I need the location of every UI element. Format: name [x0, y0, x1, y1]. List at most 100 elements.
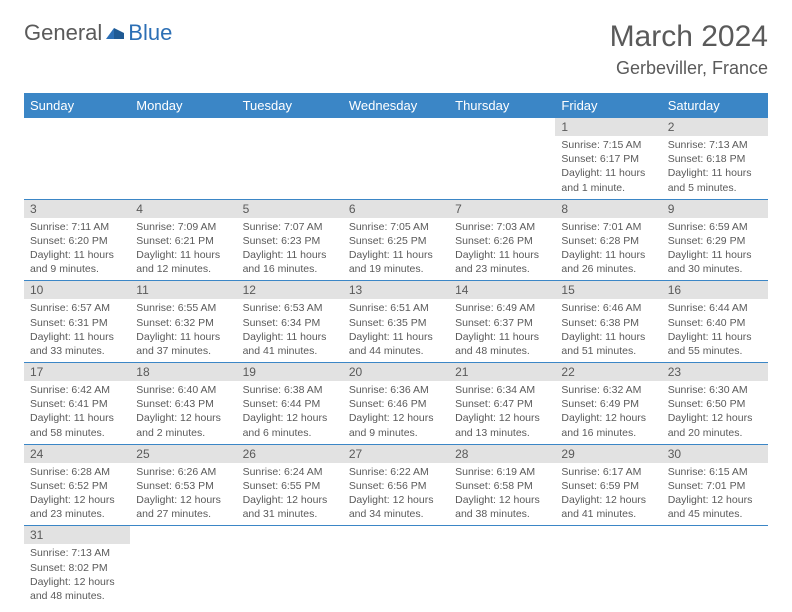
- day-header: Tuesday: [237, 93, 343, 118]
- detail-line: Sunrise: 6:44 AM: [668, 301, 762, 315]
- day-details: Sunrise: 7:09 AMSunset: 6:21 PMDaylight:…: [130, 218, 236, 281]
- detail-line: Sunset: 6:56 PM: [349, 479, 443, 493]
- day-details: Sunrise: 6:28 AMSunset: 6:52 PMDaylight:…: [24, 463, 130, 526]
- detail-line: Daylight: 12 hours: [668, 493, 762, 507]
- day-details: Sunrise: 7:11 AMSunset: 6:20 PMDaylight:…: [24, 218, 130, 281]
- detail-line: Sunrise: 6:40 AM: [136, 383, 230, 397]
- day-number: 30: [662, 445, 768, 463]
- detail-line: Sunset: 6:47 PM: [455, 397, 549, 411]
- day-header: Friday: [555, 93, 661, 118]
- detail-line: and 23 minutes.: [455, 262, 549, 276]
- day-number: 11: [130, 281, 236, 299]
- detail-line: Sunset: 6:50 PM: [668, 397, 762, 411]
- day-number: 5: [237, 200, 343, 218]
- day-details: Sunrise: 6:17 AMSunset: 6:59 PMDaylight:…: [555, 463, 661, 526]
- detail-line: Sunset: 6:35 PM: [349, 316, 443, 330]
- detail-line: Sunset: 6:28 PM: [561, 234, 655, 248]
- calendar-cell: 6Sunrise: 7:05 AMSunset: 6:25 PMDaylight…: [343, 199, 449, 281]
- detail-line: Daylight: 11 hours: [136, 330, 230, 344]
- detail-line: and 12 minutes.: [136, 262, 230, 276]
- day-number: 6: [343, 200, 449, 218]
- calendar-cell: 12Sunrise: 6:53 AMSunset: 6:34 PMDayligh…: [237, 281, 343, 363]
- detail-line: and 41 minutes.: [561, 507, 655, 521]
- day-header: Monday: [130, 93, 236, 118]
- detail-line: Sunset: 6:18 PM: [668, 152, 762, 166]
- detail-line: Sunrise: 6:26 AM: [136, 465, 230, 479]
- day-details: Sunrise: 7:01 AMSunset: 6:28 PMDaylight:…: [555, 218, 661, 281]
- day-number: 4: [130, 200, 236, 218]
- detail-line: and 13 minutes.: [455, 426, 549, 440]
- day-header: Thursday: [449, 93, 555, 118]
- calendar-cell: 23Sunrise: 6:30 AMSunset: 6:50 PMDayligh…: [662, 363, 768, 445]
- detail-line: Sunrise: 6:22 AM: [349, 465, 443, 479]
- day-number: 22: [555, 363, 661, 381]
- day-number: 29: [555, 445, 661, 463]
- detail-line: Daylight: 11 hours: [243, 248, 337, 262]
- detail-line: Sunset: 6:59 PM: [561, 479, 655, 493]
- detail-line: Daylight: 11 hours: [668, 330, 762, 344]
- detail-line: and 20 minutes.: [668, 426, 762, 440]
- calendar-row: 10Sunrise: 6:57 AMSunset: 6:31 PMDayligh…: [24, 281, 768, 363]
- day-details: Sunrise: 6:57 AMSunset: 6:31 PMDaylight:…: [24, 299, 130, 362]
- flag-icon: [104, 24, 126, 42]
- calendar-cell: 1Sunrise: 7:15 AMSunset: 6:17 PMDaylight…: [555, 118, 661, 199]
- detail-line: Daylight: 12 hours: [30, 493, 124, 507]
- calendar-cell: 16Sunrise: 6:44 AMSunset: 6:40 PMDayligh…: [662, 281, 768, 363]
- day-details: Sunrise: 6:46 AMSunset: 6:38 PMDaylight:…: [555, 299, 661, 362]
- calendar-cell: [555, 526, 661, 607]
- detail-line: Sunset: 6:49 PM: [561, 397, 655, 411]
- detail-line: Daylight: 12 hours: [136, 493, 230, 507]
- calendar-cell: 14Sunrise: 6:49 AMSunset: 6:37 PMDayligh…: [449, 281, 555, 363]
- day-number: 24: [24, 445, 130, 463]
- day-details: Sunrise: 7:07 AMSunset: 6:23 PMDaylight:…: [237, 218, 343, 281]
- detail-line: Daylight: 11 hours: [668, 248, 762, 262]
- detail-line: and 30 minutes.: [668, 262, 762, 276]
- day-details: Sunrise: 6:24 AMSunset: 6:55 PMDaylight:…: [237, 463, 343, 526]
- detail-line: Sunrise: 6:34 AM: [455, 383, 549, 397]
- detail-line: Sunset: 6:46 PM: [349, 397, 443, 411]
- detail-line: Sunset: 7:01 PM: [668, 479, 762, 493]
- detail-line: Sunrise: 7:13 AM: [30, 546, 124, 560]
- detail-line: Sunset: 6:23 PM: [243, 234, 337, 248]
- calendar-row: 1Sunrise: 7:15 AMSunset: 6:17 PMDaylight…: [24, 118, 768, 199]
- day-details: Sunrise: 6:49 AMSunset: 6:37 PMDaylight:…: [449, 299, 555, 362]
- day-details: Sunrise: 7:03 AMSunset: 6:26 PMDaylight:…: [449, 218, 555, 281]
- calendar-cell: [343, 118, 449, 199]
- detail-line: Sunset: 6:26 PM: [455, 234, 549, 248]
- detail-line: and 26 minutes.: [561, 262, 655, 276]
- title-block: March 2024 Gerbeviller, France: [610, 20, 768, 79]
- calendar-row: 3Sunrise: 7:11 AMSunset: 6:20 PMDaylight…: [24, 199, 768, 281]
- day-number: 19: [237, 363, 343, 381]
- detail-line: and 1 minute.: [561, 181, 655, 195]
- calendar-cell: 20Sunrise: 6:36 AMSunset: 6:46 PMDayligh…: [343, 363, 449, 445]
- detail-line: Sunrise: 6:15 AM: [668, 465, 762, 479]
- detail-line: Daylight: 12 hours: [136, 411, 230, 425]
- detail-line: Sunrise: 6:24 AM: [243, 465, 337, 479]
- day-number: 10: [24, 281, 130, 299]
- detail-line: and 16 minutes.: [561, 426, 655, 440]
- detail-line: Sunrise: 6:38 AM: [243, 383, 337, 397]
- calendar-cell: 17Sunrise: 6:42 AMSunset: 6:41 PMDayligh…: [24, 363, 130, 445]
- detail-line: Daylight: 11 hours: [136, 248, 230, 262]
- detail-line: Daylight: 12 hours: [668, 411, 762, 425]
- day-number: 15: [555, 281, 661, 299]
- detail-line: Sunrise: 7:09 AM: [136, 220, 230, 234]
- day-number: 3: [24, 200, 130, 218]
- detail-line: Daylight: 11 hours: [243, 330, 337, 344]
- day-details: Sunrise: 6:42 AMSunset: 6:41 PMDaylight:…: [24, 381, 130, 444]
- calendar-row: 24Sunrise: 6:28 AMSunset: 6:52 PMDayligh…: [24, 444, 768, 526]
- calendar-cell: 3Sunrise: 7:11 AMSunset: 6:20 PMDaylight…: [24, 199, 130, 281]
- day-number: 20: [343, 363, 449, 381]
- detail-line: Sunrise: 7:11 AM: [30, 220, 124, 234]
- month-title: March 2024: [610, 20, 768, 54]
- calendar-cell: [130, 526, 236, 607]
- detail-line: and 23 minutes.: [30, 507, 124, 521]
- day-details: Sunrise: 6:32 AMSunset: 6:49 PMDaylight:…: [555, 381, 661, 444]
- day-details: Sunrise: 6:34 AMSunset: 6:47 PMDaylight:…: [449, 381, 555, 444]
- detail-line: Daylight: 12 hours: [243, 493, 337, 507]
- day-number: 16: [662, 281, 768, 299]
- day-details: Sunrise: 6:55 AMSunset: 6:32 PMDaylight:…: [130, 299, 236, 362]
- detail-line: Sunset: 6:34 PM: [243, 316, 337, 330]
- day-number: 14: [449, 281, 555, 299]
- day-details: Sunrise: 6:59 AMSunset: 6:29 PMDaylight:…: [662, 218, 768, 281]
